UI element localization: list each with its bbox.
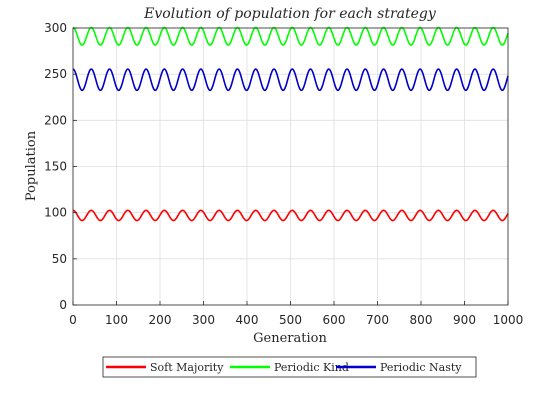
y-tick-label-1: 50: [52, 252, 67, 266]
y-tick-label-4: 200: [44, 113, 67, 127]
x-tick-label-5: 500: [279, 313, 302, 327]
y-tick-label-6: 300: [44, 21, 67, 35]
x-axis-label: Generation: [253, 331, 327, 346]
chart-title: Evolution of population for each strateg…: [143, 6, 437, 22]
x-tick-label-7: 700: [366, 313, 389, 327]
y-tick-label-0: 0: [59, 298, 67, 312]
series-line-2: [72, 68, 509, 92]
x-tick-label-2: 200: [149, 313, 172, 327]
x-tick-label-4: 400: [236, 313, 259, 327]
legend: Soft Majority Periodic Kind Periodic Nasty: [102, 356, 477, 378]
y-tick-label-3: 150: [44, 160, 67, 174]
axis-ticks: 0 100 200 300 400 500 600 700 800 900 1000 0 50 100 15…: [44, 21, 523, 327]
x-tick-label-3: 300: [192, 313, 215, 327]
x-tick-label-8: 800: [410, 313, 433, 327]
y-tick-label-5: 250: [44, 67, 67, 81]
legend-label-0: Soft Majority: [150, 361, 224, 374]
x-tick-label-10: 1000: [493, 313, 524, 327]
legend-box: [102, 356, 477, 378]
y-axis-label: Population: [24, 130, 39, 201]
x-tick-label-9: 900: [453, 313, 476, 327]
series-line-0: [72, 209, 509, 222]
y-tick-label-2: 100: [44, 206, 67, 220]
x-tick-label-6: 600: [323, 313, 346, 327]
legend-label-1: Periodic Kind: [274, 361, 349, 374]
x-tick-label-0: 0: [69, 313, 77, 327]
x-tick-label-1: 100: [105, 313, 128, 327]
legend-label-2: Periodic Nasty: [380, 361, 462, 374]
